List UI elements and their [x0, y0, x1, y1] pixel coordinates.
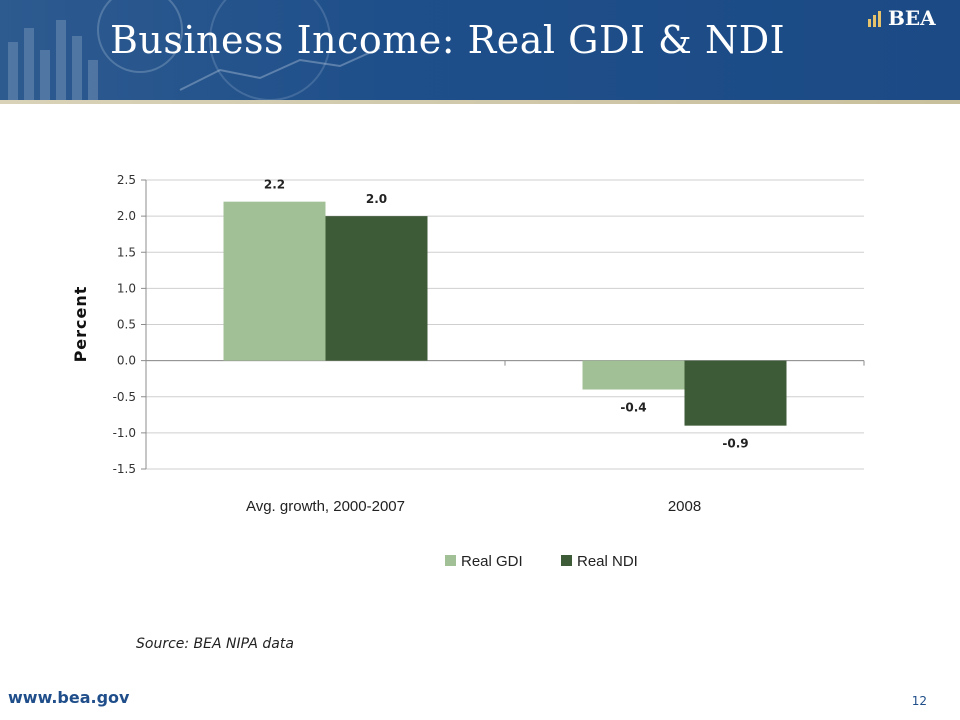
page-title: Business Income: Real GDI & NDI [110, 18, 786, 62]
banner-decoration [8, 0, 381, 100]
banner-rule [0, 100, 960, 104]
data-label: 2.2 [264, 178, 285, 192]
bar-real-ndi [325, 216, 428, 361]
bar-real-gdi [582, 360, 685, 390]
legend-label: Real NDI [577, 553, 638, 570]
data-label: -0.4 [620, 401, 646, 415]
y-tick-label: 1.5 [117, 245, 136, 259]
data-label: 2.0 [366, 192, 387, 206]
y-tick-label: 0.0 [117, 354, 136, 368]
x-category-label: 2008 [668, 498, 701, 515]
header-banner: Business Income: Real GDI & NDI BEA [0, 0, 960, 100]
source-note: Source: BEA NIPA data [136, 636, 294, 652]
y-tick-label: 2.0 [117, 209, 136, 223]
y-axis-title: Percent [71, 286, 90, 363]
data-label: -0.9 [722, 437, 748, 451]
page-number: 12 [911, 694, 927, 708]
y-tick-label: -1.5 [113, 462, 136, 476]
website-link[interactable]: www.bea.gov [8, 688, 130, 707]
bea-logo: BEA [866, 6, 946, 36]
logo-text: BEA [888, 6, 936, 30]
x-category-label: Avg. growth, 2000-2007 [246, 498, 405, 515]
legend-swatch [445, 555, 456, 566]
bar-real-gdi [223, 201, 326, 361]
bar-real-ndi [684, 360, 787, 426]
y-tick-label: -0.5 [113, 390, 136, 404]
bea-logo-icon [868, 11, 881, 27]
y-tick-label: 1.0 [117, 281, 136, 295]
y-tick-label: 0.5 [117, 318, 136, 332]
y-tick-label: -1.0 [113, 426, 136, 440]
legend-swatch [561, 555, 572, 566]
y-tick-label: 2.5 [117, 173, 136, 187]
legend-label: Real GDI [461, 553, 523, 570]
